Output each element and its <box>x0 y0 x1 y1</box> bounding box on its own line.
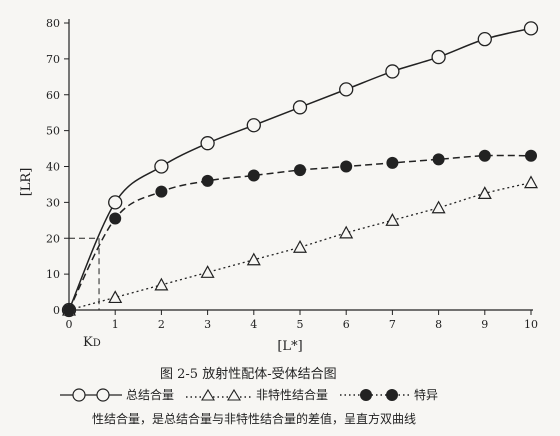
total-binding-point <box>523 21 539 36</box>
total-binding-point <box>154 159 169 174</box>
specific-binding-point <box>201 174 214 187</box>
specific-binding-point <box>340 160 353 173</box>
x-tick-label: 1 <box>112 318 119 331</box>
y-tick-label: 20 <box>46 232 60 245</box>
legend: 总结合量 非特性结合量 特异 <box>60 386 438 403</box>
total-binding-point <box>385 64 400 79</box>
y-tick-label: 60 <box>46 89 60 102</box>
specific-binding-point <box>294 164 306 177</box>
x-tick-label: 4 <box>250 318 257 331</box>
y-tick-label: 10 <box>46 268 60 281</box>
y-tick-label: 70 <box>46 53 60 66</box>
tick-labels: 0 10 20 30 40 50 60 70 80 0 1 2 3 4 5 6 7 8 9 10 <box>46 17 538 331</box>
specific-binding-point <box>109 212 122 225</box>
total-binding-point <box>292 100 308 115</box>
nonspecific-binding-point <box>108 290 123 304</box>
total-binding-point <box>477 31 492 47</box>
total-binding-point <box>200 136 215 151</box>
legend-specific-symbol <box>340 388 411 401</box>
nonspecific-binding-point <box>154 277 169 291</box>
nonspecific-binding-point <box>523 175 539 189</box>
nonspecific-binding-point <box>246 252 261 266</box>
total-binding-point <box>108 195 123 210</box>
x-tick-label: 0 <box>66 318 73 331</box>
nonspecific-binding-point <box>431 200 446 214</box>
legend-specific-label: 特异 <box>414 388 439 402</box>
y-tick-label: 30 <box>46 196 60 209</box>
legend-nonspecific-label: 非特性结合量 <box>256 388 329 402</box>
total-binding-point <box>431 49 446 65</box>
kd-label-subscript: D <box>93 338 101 349</box>
y-tick-label: 40 <box>46 161 60 174</box>
specific-binding-point <box>525 149 537 162</box>
kd-guide-lines: KD <box>69 237 101 350</box>
total-binding-point <box>246 118 261 133</box>
total-binding-point <box>339 82 354 97</box>
x-tick-label: 9 <box>481 318 488 331</box>
figure-title: 图 2-5 放射性配体-受体结合图 <box>160 367 337 382</box>
y-tick-label: 0 <box>53 304 60 317</box>
specific-binding-point <box>432 153 445 166</box>
nonspecific-binding-point <box>339 225 354 239</box>
x-tick-label: 10 <box>524 318 538 331</box>
specific-binding-point <box>63 304 75 316</box>
specific-binding-point <box>247 169 260 182</box>
legend-nonspecific-symbol <box>186 388 253 401</box>
x-tick-label: 5 <box>297 318 304 331</box>
series-line-3 <box>68 154 532 311</box>
caption-note: 性结合量，是总结合量与非特性结合量的差值，呈直方双曲线 <box>92 412 417 426</box>
series-line-2 <box>68 182 532 311</box>
nonspecific-binding-point <box>385 213 400 226</box>
x-tick-label: 8 <box>435 318 442 331</box>
x-tick-label: 3 <box>204 318 211 331</box>
kd-label: KD <box>83 335 101 350</box>
x-tick-label: 6 <box>343 318 350 331</box>
nonspecific-binding-point <box>292 239 308 253</box>
legend-total-symbol <box>60 387 122 402</box>
x-tick-label: 2 <box>158 318 165 331</box>
y-tick-label: 80 <box>46 17 60 30</box>
y-axis-label: [LR] <box>19 168 34 197</box>
nonspecific-binding-point <box>200 265 215 278</box>
x-axis-label: [L*] <box>277 339 302 354</box>
binding-chart: KD 0 10 20 30 40 50 60 70 80 0 1 2 3 4 5 6 7 8 9 10 [LR] [L… <box>19 17 539 354</box>
y-tick-label: 50 <box>46 125 60 138</box>
specific-binding-point <box>478 149 491 162</box>
x-tick-label: 7 <box>389 318 396 331</box>
legend-total-label: 总结合量 <box>126 388 175 402</box>
specific-binding-point <box>386 156 399 169</box>
specific-binding-point <box>155 185 168 198</box>
series-layer <box>61 21 539 318</box>
nonspecific-binding-point <box>477 186 492 200</box>
